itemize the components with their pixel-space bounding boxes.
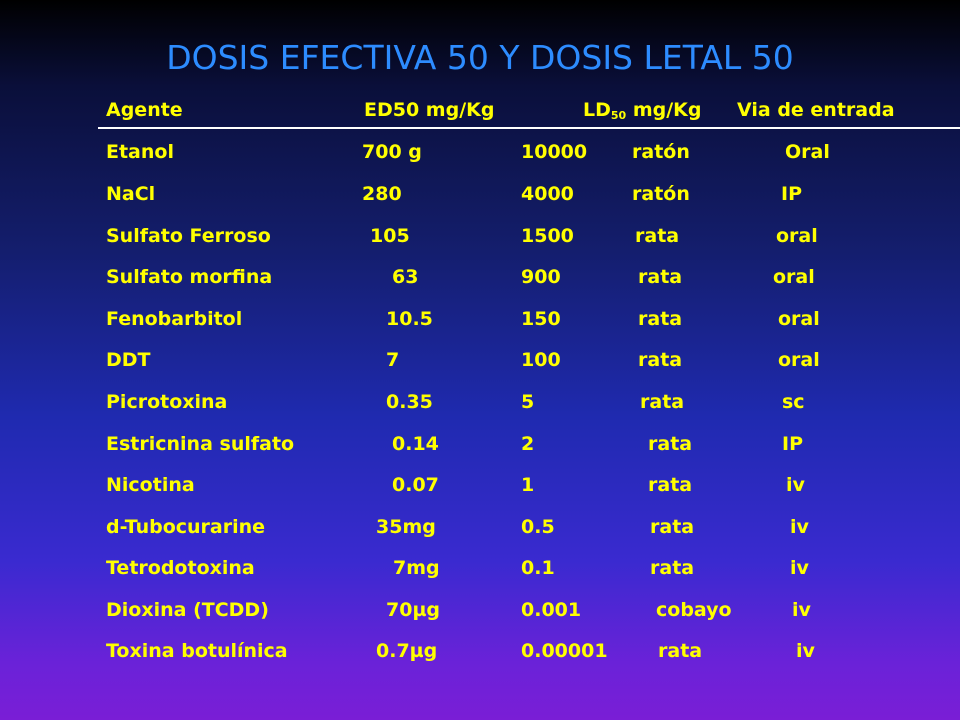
cell-ed50: 0.35 [386,391,433,413]
table-header: Agente ED50 mg/Kg LD50 mg/Kg Via de entr… [0,95,960,125]
cell-ed50: 0.7µg [376,640,438,662]
cell-route: iv [790,557,809,579]
table-row: Fenobarbitol 10.5 150 rata oral [0,304,960,334]
cell-species: cobayo [656,599,732,621]
cell-agent: Estricnina sulfato [106,433,295,455]
table-row: Tetrodotoxina 7mg 0.1 rata iv [0,553,960,583]
header-ld50: LD50 mg/Kg [583,95,701,125]
header-ld50-prefix: LD [583,99,611,121]
cell-species: rata [638,349,683,371]
cell-ld50: 0.00001 [521,640,608,662]
cell-species: ratón [632,141,690,163]
cell-species: rata [648,433,693,455]
table-row: Estricnina sulfato 0.14 2 rata IP [0,429,960,459]
cell-agent: Sulfato Ferroso [106,225,271,247]
cell-route: iv [792,599,811,621]
cell-route: Oral [785,141,830,163]
cell-species: rata [635,225,680,247]
cell-agent: Tetrodotoxina [106,557,255,579]
cell-agent: Sulfato morfina [106,266,273,288]
cell-agent: DDT [106,349,151,371]
cell-ed50: 280 [362,183,402,205]
cell-ed50: 35mg [376,516,436,538]
cell-ld50: 1500 [521,225,574,247]
cell-ld50: 2 [521,433,535,455]
cell-agent: NaCl [106,183,156,205]
cell-ld50: 5 [521,391,535,413]
cell-agent: Picrotoxina [106,391,228,413]
cell-ed50: 70µg [386,599,441,621]
cell-agent: Toxina botulínica [106,640,288,662]
cell-route: iv [796,640,815,662]
cell-agent: Dioxina (TCDD) [106,599,269,621]
cell-route: iv [786,474,805,496]
cell-ed50: 7mg [393,557,440,579]
cell-species: rata [650,516,695,538]
cell-ld50: 10000 [521,141,588,163]
table-row: Picrotoxina 0.35 5 rata sc [0,387,960,417]
cell-agent: d-Tubocurarine [106,516,266,538]
slide-title: DOSIS EFECTIVA 50 Y DOSIS LETAL 50 [166,38,794,77]
cell-route: oral [773,266,815,288]
cell-ed50: 105 [370,225,410,247]
cell-ld50: 1 [521,474,535,496]
cell-ld50: 0.5 [521,516,555,538]
cell-ld50: 4000 [521,183,574,205]
header-route: Via de entrada [737,99,895,121]
cell-ed50: 0.14 [392,433,439,455]
cell-species: rata [638,266,683,288]
cell-ed50: 0.07 [392,474,439,496]
table-row: DDT 7 100 rata oral [0,345,960,375]
cell-species: rata [638,308,683,330]
header-agent: Agente [106,99,183,121]
cell-species: ratón [632,183,690,205]
cell-route: oral [778,308,820,330]
cell-ed50: 10.5 [386,308,433,330]
table-row: d-Tubocurarine 35mg 0.5 rata iv [0,512,960,542]
table-row: Nicotina 0.07 1 rata iv [0,470,960,500]
header-ld50-suffix: mg/Kg [626,99,702,121]
cell-ld50: 150 [521,308,561,330]
cell-route: iv [790,516,809,538]
cell-route: IP [782,433,803,455]
cell-species: rata [640,391,685,413]
header-ed50: ED50 mg/Kg [364,99,495,121]
table-row: NaCl 280 4000 ratón IP [0,179,960,209]
cell-species: rata [650,557,695,579]
header-divider [98,127,960,129]
cell-route: oral [776,225,818,247]
table-row: Sulfato Ferroso 105 1500 rata oral [0,221,960,251]
cell-route: IP [781,183,802,205]
cell-agent: Etanol [106,141,174,163]
cell-species: rata [648,474,693,496]
cell-ld50: 900 [521,266,561,288]
cell-agent: Nicotina [106,474,195,496]
cell-ld50: 100 [521,349,561,371]
cell-ed50: 7 [386,349,400,371]
cell-route: sc [782,391,805,413]
cell-ld50: 0.1 [521,557,555,579]
cell-ed50: 700 g [362,141,422,163]
cell-ed50: 63 [392,266,419,288]
table-row: Etanol 700 g 10000 ratón Oral [0,137,960,167]
table-row: Dioxina (TCDD) 70µg 0.001 cobayo iv [0,595,960,625]
header-ld50-sub: 50 [610,109,627,122]
cell-route: oral [778,349,820,371]
cell-species: rata [658,640,703,662]
cell-ld50: 0.001 [521,599,582,621]
table-row: Toxina botulínica 0.7µg 0.00001 rata iv [0,636,960,666]
cell-agent: Fenobarbitol [106,308,243,330]
table-row: Sulfato morfina 63 900 rata oral [0,262,960,292]
